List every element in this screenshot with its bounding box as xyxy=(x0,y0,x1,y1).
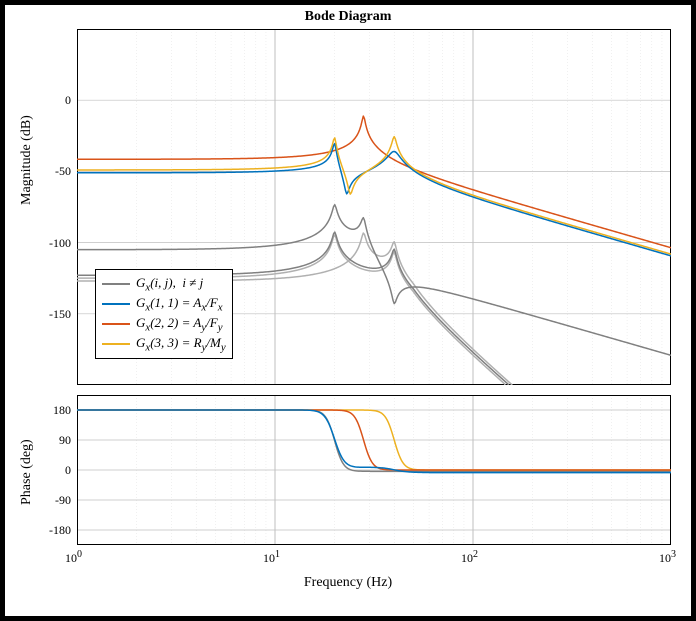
xtick-label: 103 xyxy=(659,549,676,566)
ytick-label: -150 xyxy=(49,307,71,322)
legend-item: Gx(2, 2) = Ay/Fy xyxy=(102,314,226,334)
legend-item: Gx(i, j), i ≠ j xyxy=(102,274,226,294)
xtick-label: 102 xyxy=(461,549,478,566)
ytick-label: -100 xyxy=(49,236,71,251)
legend-swatch xyxy=(102,343,130,345)
xlabel: Frequency (Hz) xyxy=(5,575,691,591)
legend-swatch xyxy=(102,323,130,325)
ytick-label: -180 xyxy=(49,523,71,538)
ytick-label: 180 xyxy=(53,403,71,418)
mag-series-yellow xyxy=(77,137,671,254)
figure-panel: Bode Diagram Magnitude (dB) Phase (deg) … xyxy=(5,5,691,616)
ytick-label: 0 xyxy=(65,93,71,108)
legend-swatch xyxy=(102,283,130,285)
legend-label: Gx(1, 1) = Ax/Fx xyxy=(136,295,223,314)
ylabel-magnitude: Magnitude (dB) xyxy=(19,115,35,205)
legend: Gx(i, j), i ≠ jGx(1, 1) = Ax/FxGx(2, 2) … xyxy=(95,269,233,359)
ytick-label: -50 xyxy=(55,164,71,179)
chart-title: Bode Diagram xyxy=(5,9,691,25)
legend-item: Gx(1, 1) = Ax/Fx xyxy=(102,294,226,314)
xtick-label: 101 xyxy=(263,549,280,566)
legend-item: Gx(3, 3) = Ry/My xyxy=(102,334,226,354)
phase-series-grey xyxy=(77,410,671,471)
ytick-label: 0 xyxy=(65,463,71,478)
legend-swatch xyxy=(102,303,130,305)
xtick-label: 100 xyxy=(65,549,82,566)
ytick-label: -90 xyxy=(55,493,71,508)
phase-axes xyxy=(77,395,671,545)
legend-label: Gx(3, 3) = Ry/My xyxy=(136,335,226,354)
legend-label: Gx(2, 2) = Ay/Fy xyxy=(136,315,223,334)
mag-series-blue xyxy=(77,144,671,256)
ylabel-phase: Phase (deg) xyxy=(19,439,35,505)
legend-label: Gx(i, j), i ≠ j xyxy=(136,275,203,294)
phase-series-blue xyxy=(77,410,671,473)
ytick-label: 90 xyxy=(59,433,71,448)
